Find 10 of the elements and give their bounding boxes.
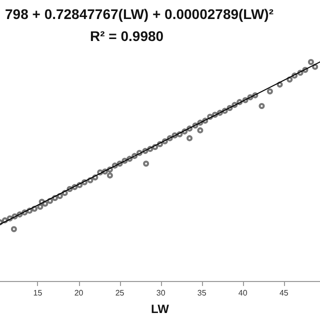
chart-subtitle: R² = 0.9980 (90, 28, 164, 44)
x-axis-title: LW (151, 302, 170, 316)
x-tick-label: 20 (74, 288, 84, 298)
x-tick-label: 30 (156, 288, 166, 298)
x-tick-label: 25 (115, 288, 125, 298)
chart-title: 798 + 0.72847767(LW) + 0.00002789(LW)² (5, 6, 274, 22)
x-tick-label: 40 (238, 288, 248, 298)
x-tick-label: 35 (197, 288, 207, 298)
x-tick-label: 15 (33, 288, 43, 298)
x-tick-label: 45 (279, 288, 289, 298)
